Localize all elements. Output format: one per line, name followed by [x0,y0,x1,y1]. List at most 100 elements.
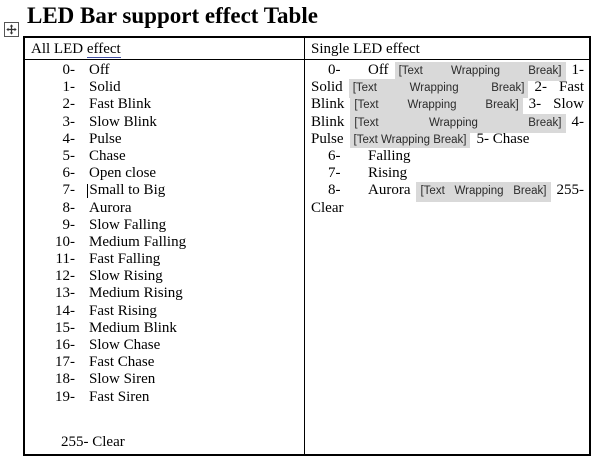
text-wrapping-break-word: Break] [491,82,525,95]
list-item-number: 9- [62,216,76,233]
paragraph-line[interactable]: 6- Falling [311,148,584,165]
text-wrapping-break-word: Wrapping [407,99,457,112]
paragraph-text: Falling [368,147,411,164]
list-item[interactable]: 16- Slow Chase [25,337,304,354]
list-item-number: 16- [55,337,75,353]
list-item-label: Aurora [89,199,132,216]
text-wrapping-break-word: Break] [528,65,562,77]
list-item-label: Slow Siren [89,371,156,388]
header-single-led-effect[interactable]: Single LED effect [311,41,420,57]
list-item-label: Slow Chase [89,337,161,353]
list-item-number: 6- [328,147,341,164]
text-wrapping-break-word: [Text [352,82,377,95]
list-item-label: Fast Siren [89,388,150,405]
paragraph-text: Rising [368,165,408,182]
text-wrapping-break-mark: [Text Wrapping Break] [348,79,529,99]
paragraph-line[interactable]: 7- Rising [311,165,584,182]
paragraph-text: Fast [558,79,584,96]
list-item-label: Slow Blink [89,113,157,130]
text-wrapping-break-word: Wrapping [454,185,504,198]
list-item-number: 13- [55,285,75,302]
paragraph-line[interactable]: Pulse [Text Wrapping Break] 5- Chase [311,131,584,148]
header-effect-underlined: effect [86,41,121,58]
list-item-number: 4- [62,130,76,147]
list-item-number: 3- [62,113,76,130]
list-item[interactable]: 5- Chase [25,148,304,165]
single-led-effect-paragraph: 0- Off [Text Wrapping Break] 1- Solid [Text Wrap… [311,62,584,217]
all-led-clear-line[interactable]: 255- Clear [61,434,125,450]
list-item[interactable]: 17- Fast Chase [25,354,304,371]
text-wrapping-break-word: [Text [398,65,423,77]
list-item-label: Open close [89,165,157,182]
paragraph-line[interactable]: 0- Off [Text Wrapping Break] 1- [311,62,585,82]
list-item-label: Solid [89,79,121,96]
list-item-number: 11- [55,251,75,268]
single-led-effect-cell[interactable]: 0- Off [Text Wrapping Break] 1- Solid [Text Wrap… [305,60,589,454]
table-move-handle[interactable] [4,22,19,37]
list-item[interactable]: 18- Slow Siren [25,371,304,388]
list-item[interactable]: 10- Medium Falling [25,234,304,251]
paragraph-line[interactable]: Solid [Text Wrapping Break] 2- Fast [311,79,584,99]
list-item-number: 7- [62,182,76,199]
text-wrapping-break-mark: [Text Wrapping Break] [416,182,551,202]
list-item-number: 15- [55,319,75,336]
list-item-number: 17- [55,354,75,371]
list-item-label: Pulse [89,130,122,147]
list-item-label: Chase [89,147,126,164]
list-item-number: 19- [55,388,75,405]
list-item-number: 12- [55,268,75,285]
list-item-label: Fast Chase [89,354,155,371]
text-wrapping-break-mark: [Text Wrapping Break] [350,113,566,133]
list-item[interactable]: 0- Off [25,62,304,79]
list-item-number: 6- [62,165,76,182]
header-all-led-effect[interactable]: All LED effect [25,38,305,59]
list-item-label: Medium Rising [89,285,183,302]
list-item[interactable]: 12- Slow Rising [25,268,304,285]
list-item-label: Off [89,62,110,78]
list-item-number: 1- [62,79,76,96]
list-item[interactable]: 1- Solid [25,79,304,96]
table-header-row: All LED effect Single LED effect [25,38,589,60]
paragraph-line[interactable]: Clear [311,200,584,217]
paragraph-text: Blink [311,113,345,130]
list-item[interactable]: 2- Fast Blink [25,96,304,113]
paragraph-text: Blink [311,96,345,113]
list-item[interactable]: 14- Fast Rising [25,303,304,320]
list-item-number: 18- [55,371,75,388]
text-wrapping-break-word: [Text [354,99,379,112]
paragraph-text: 3- [528,96,542,113]
paragraph-line[interactable]: Blink [Text Wrapping Break] 4- [311,113,585,133]
move-icon [6,24,17,35]
paragraph-text: Pulse [311,130,344,147]
paragraph-text: 4- [571,113,585,130]
list-item-label: Medium Falling [89,233,187,250]
list-item[interactable]: 4- Pulse [25,131,304,148]
text-wrapping-break-word: Break] [485,99,519,112]
text-wrapping-break-mark: [Text Wrapping Break] [394,62,566,82]
list-item[interactable]: 15- Medium Blink [25,320,304,337]
list-item[interactable]: 13- Medium Rising [25,285,304,302]
text-wrapping-break-word: [Text [354,116,379,129]
paragraph-text: Slow [553,96,584,113]
list-item[interactable]: 11- Fast Falling [25,251,304,268]
paragraph-line[interactable]: Blink [Text Wrapping Break] 3- Slow [311,96,584,116]
list-item[interactable]: 9- Slow Falling [25,217,304,234]
list-item[interactable]: 7- Small to Big [25,182,304,199]
text-wrapping-break-mark: [Text Wrapping Break] [350,96,523,116]
paragraph-text: 2- [534,79,547,96]
all-led-effect-list: 0- Off 1- Solid 2- Fast Blink 3- Slow Blink 4- Pu… [25,62,304,406]
text-wrapping-break-mark: [Text Wrapping Break] [349,132,471,148]
paragraph-line[interactable]: 8- Aurora [Text Wrapping Break] 255- [311,182,584,202]
list-item-number: 0- [62,62,76,78]
list-item-label: Small to Big [87,182,165,199]
list-item[interactable]: 8- Aurora [25,200,304,217]
list-item[interactable]: 6- Open close [25,165,304,182]
text-wrapping-break-word: [Text [420,185,445,198]
paragraph-text: 1- [571,62,585,78]
all-led-effect-cell[interactable]: 0- Off 1- Solid 2- Fast Blink 3- Slow Blink 4- Pu… [25,60,305,454]
paragraph-text: Off [368,62,389,78]
list-item[interactable]: 3- Slow Blink [25,114,304,131]
list-item[interactable]: 19- Fast Siren [25,389,304,406]
list-item-number: 8- [62,199,76,216]
list-item-label: Fast Blink [89,96,152,113]
